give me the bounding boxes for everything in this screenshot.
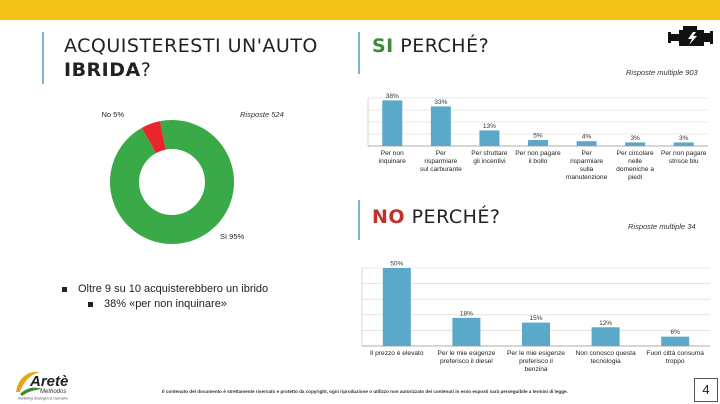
title-accent-line bbox=[42, 32, 44, 84]
bullet-item-2: 38% «per non inquinare» bbox=[62, 298, 268, 310]
bar-value-label: 3% bbox=[630, 135, 640, 142]
category-label: Per le mie esigenze preferisco il benzina bbox=[507, 350, 565, 373]
bar bbox=[522, 322, 550, 346]
no-accent-line bbox=[358, 200, 360, 240]
no-title-bold: NO bbox=[372, 206, 406, 228]
page-title-line2: IBRIDA? bbox=[64, 58, 318, 82]
page-title: ACQUISTERESTI UN'AUTO IBRIDA? bbox=[64, 34, 318, 82]
company-logo: Aretè Methodos Marketing Strategico & Op… bbox=[16, 371, 68, 401]
page-number: 4 bbox=[694, 378, 718, 402]
donut-responses: Risposte 524 bbox=[240, 110, 284, 119]
page-title-suffix: ? bbox=[140, 59, 152, 81]
bar bbox=[591, 327, 620, 346]
logo-tagline: Methodos bbox=[40, 389, 66, 395]
bar-value-label: 33% bbox=[434, 99, 447, 106]
bar-value-label: 4% bbox=[582, 134, 592, 141]
bar bbox=[382, 268, 411, 346]
si-title: SI PERCHÉ? bbox=[372, 34, 489, 58]
donut-slice-label: Sì 95% bbox=[220, 232, 245, 241]
donut-slice bbox=[109, 120, 234, 244]
bar-value-label: 13% bbox=[483, 123, 496, 130]
bar-value-label: 3% bbox=[679, 135, 689, 142]
bar-value-label: 38% bbox=[386, 93, 399, 100]
bar-value-label: 18% bbox=[460, 310, 473, 317]
category-label: Per risparmiare sul carburante bbox=[420, 150, 462, 173]
bar bbox=[625, 142, 646, 146]
bar bbox=[382, 100, 403, 146]
category-label: Per non inquinare bbox=[379, 150, 406, 165]
footer-disclaimer: Il contenuto del documento è strettament… bbox=[162, 389, 568, 394]
bullet-list: Oltre 9 su 10 acquisterebbero un ibrido … bbox=[62, 283, 268, 310]
category-label: Non conosco questa tecnologia bbox=[576, 350, 636, 365]
no-responses: Risposte multiple 34 bbox=[628, 222, 696, 231]
bar-value-label: 15% bbox=[529, 315, 542, 322]
bar bbox=[479, 130, 500, 146]
logo-name: Aretè bbox=[29, 373, 68, 390]
category-label: Il prezzo è elevato bbox=[370, 350, 424, 357]
no-bar-chart: 50% Il prezzo è elevato 18% Per le mie esig… bbox=[361, 261, 710, 373]
bullet-item-1: Oltre 9 su 10 acquisterebbero un ibrido bbox=[62, 283, 268, 295]
bar-value-label: 6% bbox=[670, 329, 680, 336]
engine-icon bbox=[668, 26, 713, 46]
bar-value-label: 5% bbox=[533, 133, 543, 140]
bar-value-label: 12% bbox=[599, 320, 612, 327]
si-accent-line bbox=[358, 32, 360, 74]
bar-value-label: 50% bbox=[390, 261, 403, 268]
category-label: Per circolare nelle domeniche a piedi bbox=[616, 150, 654, 181]
si-bar-chart: 38% Per non inquinare 33% Per risparmiare sul … bbox=[367, 93, 708, 181]
category-label: Per non pagare strisce blu bbox=[661, 150, 707, 165]
page-title-bold: IBRIDA bbox=[64, 59, 141, 81]
logo-subline: Marketing Strategico & Operativo bbox=[18, 397, 68, 401]
category-label: Fuori città consuma troppo bbox=[646, 350, 704, 365]
no-title: NO PERCHÉ? bbox=[372, 205, 500, 229]
bar bbox=[452, 317, 481, 346]
bar bbox=[673, 142, 694, 146]
page-title-line1: ACQUISTERESTI UN'AUTO bbox=[64, 35, 318, 57]
si-responses: Risposte multiple 903 bbox=[626, 68, 698, 77]
si-title-rest: PERCHÉ? bbox=[393, 35, 490, 57]
category-label: Per non pagare il bollo bbox=[515, 150, 561, 165]
category-label: Per sfruttare gli incentivi bbox=[471, 150, 508, 165]
donut-chart: Sì 95% No 5% bbox=[101, 110, 245, 244]
bar bbox=[430, 106, 451, 146]
donut-slice-label: No 5% bbox=[101, 110, 124, 119]
bar bbox=[576, 141, 597, 146]
bar bbox=[528, 140, 548, 146]
bar bbox=[661, 336, 690, 346]
top-bar bbox=[0, 0, 720, 20]
no-title-rest: PERCHÉ? bbox=[405, 206, 501, 228]
si-title-bold: SI bbox=[372, 35, 394, 57]
category-label: Per risparmiare sulla manutenzione bbox=[566, 150, 608, 181]
donut-slice bbox=[141, 121, 166, 154]
category-label: Per le mie esigenze preferisco il diesel bbox=[437, 350, 495, 365]
